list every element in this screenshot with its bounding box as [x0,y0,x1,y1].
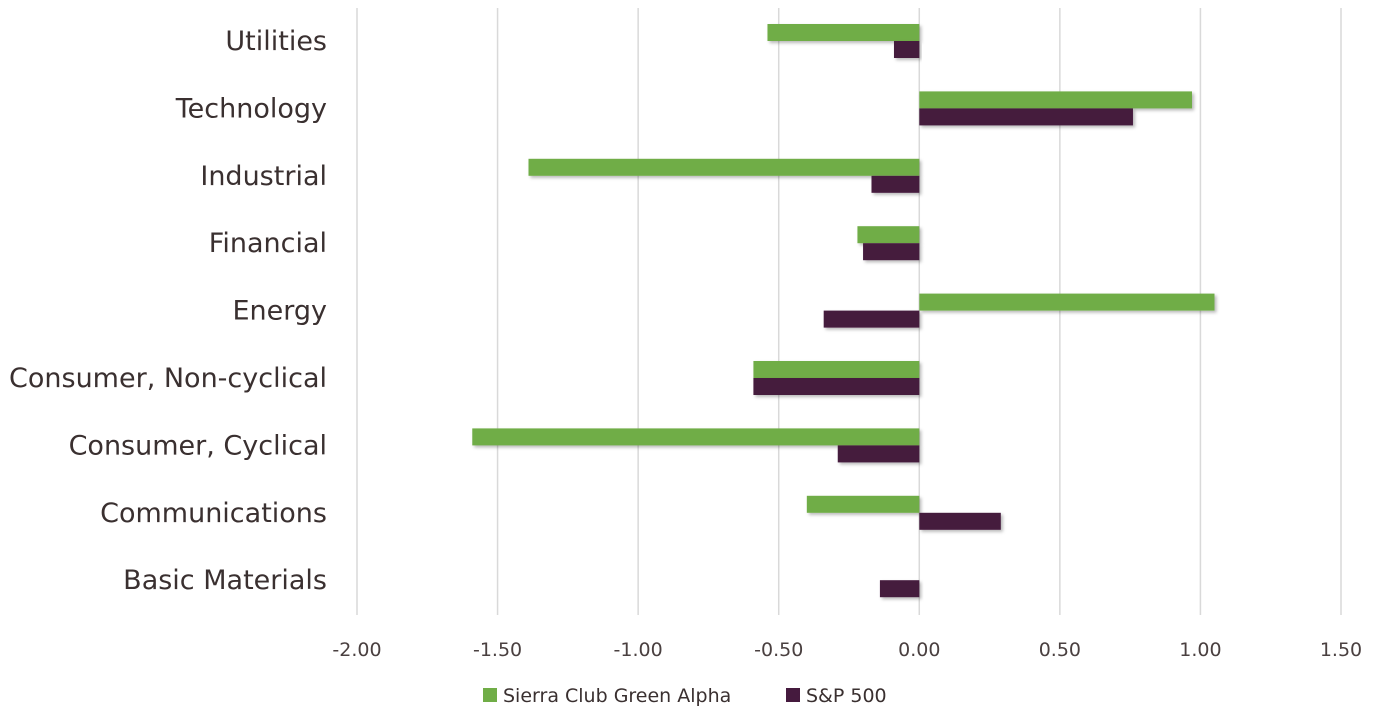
bars [472,24,1215,598]
legend-swatch-sp500 [786,688,800,702]
category-label: Basic Materials [123,565,327,596]
bar-sp500 [879,580,920,598]
bar-sp500 [893,41,920,58]
x-tick-label: -0.50 [754,639,803,661]
legend-label-sp500: S&P 500 [806,685,887,707]
bar-sp500 [823,310,920,328]
x-tick-label: 1.50 [1320,639,1362,661]
category-label: Financial [209,228,327,259]
bar-green-alpha [919,293,1215,311]
category-label: Technology [175,93,327,124]
category-labels: Utilities Technology Industrial Financial En… [9,26,327,596]
category-label: Communications [100,498,327,529]
x-axis-tick-labels: -2.00 -1.50 -1.00 -0.50 0.00 0.50 1.00 1.50 [332,639,1362,661]
category-label: Consumer, Cyclical [69,430,327,461]
x-tick-label: 1.00 [1179,639,1221,661]
bar-sp500 [871,175,920,193]
bar-sp500 [919,512,1001,530]
bar-green-alpha [857,226,920,244]
bar-green-alpha [528,158,920,176]
x-tick-label: -1.00 [614,639,663,661]
x-tick-label: 0.50 [1039,639,1081,661]
category-label: Energy [232,296,327,327]
legend: Sierra Club Green Alpha S&P 500 [483,685,887,707]
x-tick-label: -2.00 [332,639,381,661]
bar-sp500 [753,378,920,395]
category-label: Utilities [225,26,327,57]
bar-sp500 [919,108,1133,126]
bar-green-alpha [767,24,920,41]
bar-green-alpha [806,495,920,513]
category-label: Consumer, Non-cyclical [9,363,327,394]
bar-green-alpha [472,428,920,446]
bar-green-alpha [919,91,1192,109]
category-label: Industrial [200,161,327,192]
x-tick-label: -1.50 [473,639,522,661]
bar-sp500 [837,445,920,463]
legend-label-green-alpha: Sierra Club Green Alpha [503,685,731,707]
legend-swatch-green-alpha [483,688,497,702]
bar-sp500 [863,243,920,261]
bar-green-alpha [753,361,920,378]
x-tick-label: 0.00 [898,639,940,661]
